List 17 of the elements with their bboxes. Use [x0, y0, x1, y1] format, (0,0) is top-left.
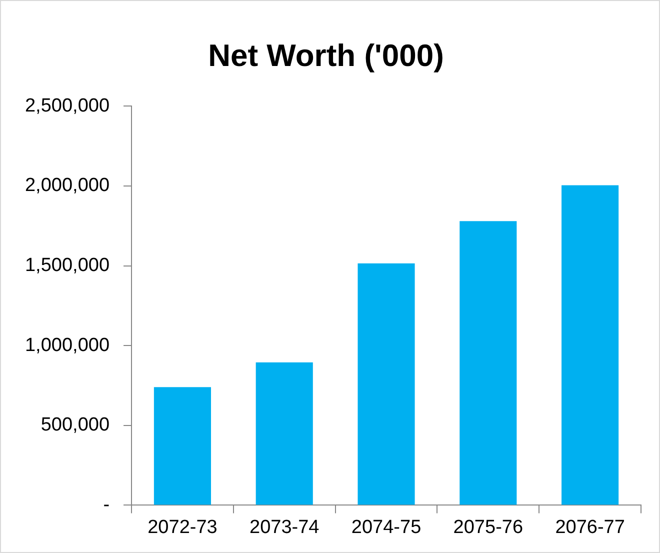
x-tick-label: 2074-75 — [351, 516, 422, 538]
y-tick-label: 500,000 — [40, 414, 110, 436]
bar — [562, 185, 619, 505]
x-tick-label: 2073-74 — [250, 516, 320, 538]
bar — [256, 362, 313, 505]
bar — [154, 387, 212, 505]
y-tick-label: 2,000,000 — [24, 175, 110, 196]
bar — [460, 221, 517, 505]
y-tick-label: 1,500,000 — [24, 255, 110, 276]
x-tick-label: 2076-77 — [555, 516, 625, 538]
y-tick-label: - — [103, 494, 110, 516]
x-tick-label: 2072-73 — [148, 516, 218, 538]
chart-title: Net Worth ('000) — [208, 38, 444, 74]
y-tick-label: 1,000,000 — [24, 334, 110, 356]
bar — [358, 263, 415, 505]
y-tick-label: 2,500,000 — [24, 95, 110, 116]
x-tick-label: 2075-76 — [453, 516, 524, 538]
